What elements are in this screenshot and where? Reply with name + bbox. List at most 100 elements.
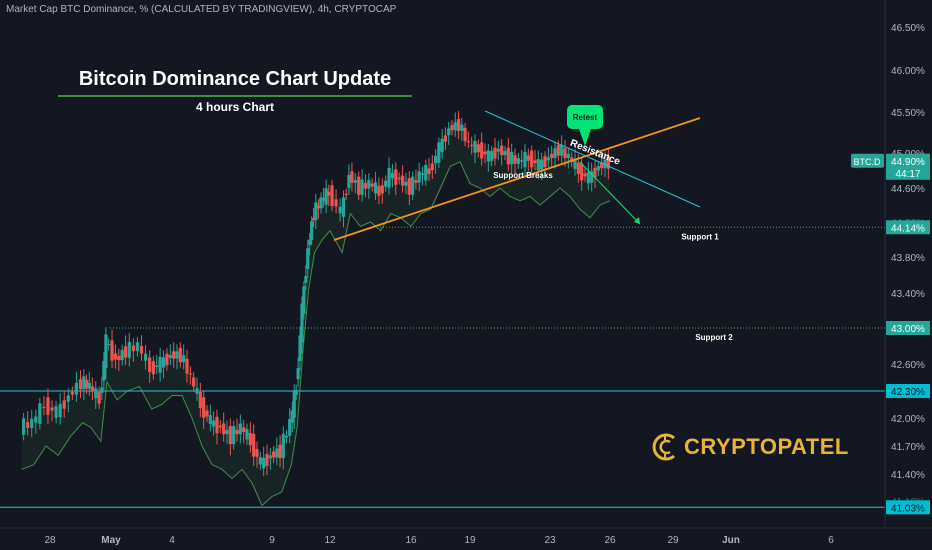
candle-body bbox=[450, 125, 454, 131]
candle-body bbox=[390, 172, 395, 179]
candle-body bbox=[453, 122, 457, 131]
x-tick-label: 6 bbox=[828, 535, 834, 546]
candle-body bbox=[573, 159, 577, 169]
candle-body bbox=[334, 199, 338, 207]
candle-body bbox=[407, 178, 411, 195]
x-tick-label: 23 bbox=[544, 535, 556, 546]
candle-body bbox=[316, 205, 320, 209]
candle-body bbox=[556, 145, 560, 156]
candle-body bbox=[397, 177, 401, 180]
candle-body bbox=[215, 416, 219, 434]
candle-body bbox=[107, 343, 111, 346]
candle-body bbox=[417, 171, 421, 183]
candle-body bbox=[158, 356, 162, 373]
candle-body bbox=[104, 334, 108, 369]
candle-body bbox=[350, 171, 354, 183]
y-tick-label: 41.40% bbox=[891, 470, 925, 481]
candle-body bbox=[155, 365, 159, 367]
x-tick-label: 9 bbox=[269, 535, 275, 546]
candle-body bbox=[530, 150, 534, 168]
candle-body bbox=[143, 353, 148, 361]
candle-body bbox=[268, 455, 272, 459]
candle-body bbox=[440, 138, 444, 153]
candle-body bbox=[546, 157, 550, 161]
retest-bubble-tail bbox=[579, 129, 591, 146]
candle-body bbox=[296, 368, 300, 380]
candle-body bbox=[46, 397, 50, 415]
candle-body bbox=[290, 410, 294, 423]
candle-body bbox=[304, 276, 308, 283]
candle-body bbox=[603, 159, 607, 169]
candle-body bbox=[123, 346, 128, 358]
projection-arrow-line bbox=[579, 161, 641, 225]
candle-body bbox=[606, 156, 610, 169]
candles bbox=[22, 110, 610, 476]
candle-body bbox=[593, 167, 597, 178]
candle-body bbox=[62, 400, 66, 409]
brand-logo: CRYPTOPATEL bbox=[650, 430, 849, 464]
candle-body bbox=[97, 391, 101, 404]
candle-body bbox=[66, 395, 70, 402]
candle-body bbox=[520, 160, 524, 162]
candle-body bbox=[54, 406, 58, 418]
time-axis[interactable]: 28 May 4 9 12 16 19 23 26 29 Jun 6 bbox=[44, 535, 834, 546]
candle-body bbox=[94, 388, 98, 399]
candle-body bbox=[580, 163, 584, 181]
level-axis-value: 44.14% bbox=[891, 223, 925, 234]
resistance-line bbox=[484, 110, 701, 208]
candle-body bbox=[543, 156, 547, 168]
candle-body bbox=[437, 142, 441, 163]
retest-label: Retest bbox=[573, 113, 598, 122]
candle-body bbox=[232, 426, 236, 445]
candle-body bbox=[272, 451, 276, 458]
retest-bubble bbox=[567, 105, 603, 129]
candle-body bbox=[540, 159, 544, 170]
y-tick-label: 46.50% bbox=[891, 23, 925, 34]
candle-body bbox=[202, 397, 206, 418]
candle-body bbox=[248, 432, 252, 446]
candle-body bbox=[480, 142, 484, 159]
candle-body bbox=[308, 240, 312, 245]
candle-body bbox=[490, 151, 494, 161]
candle-body bbox=[496, 148, 500, 152]
x-tick-label: May bbox=[101, 535, 121, 546]
support-level-label: Support 1 bbox=[681, 232, 719, 241]
candle-body bbox=[473, 140, 477, 153]
candle-body bbox=[284, 435, 289, 438]
candle-body bbox=[420, 173, 425, 175]
candle-body bbox=[300, 303, 304, 343]
x-tick-label: 29 bbox=[667, 535, 679, 546]
candle-body bbox=[516, 158, 520, 164]
price-badge bbox=[886, 153, 930, 180]
candle-body bbox=[344, 193, 348, 195]
candle-body bbox=[367, 180, 371, 189]
candle-body bbox=[110, 340, 114, 361]
x-tick-label: 26 bbox=[604, 535, 616, 546]
candle-body bbox=[26, 422, 30, 428]
candle-body bbox=[139, 346, 144, 354]
y-tick-label: 42.60% bbox=[891, 360, 925, 371]
candle-body bbox=[596, 166, 600, 171]
candle-body bbox=[30, 418, 34, 428]
candle-body bbox=[218, 425, 222, 428]
candle-body bbox=[192, 377, 196, 387]
candle-body bbox=[131, 345, 135, 352]
candle-body bbox=[430, 163, 434, 171]
candle-body bbox=[476, 144, 480, 153]
symbol-header: Market Cap BTC Dominance, % (CALCULATED … bbox=[6, 4, 397, 15]
candle-body bbox=[161, 357, 166, 368]
candle-body bbox=[486, 150, 490, 162]
candle-body bbox=[483, 151, 487, 155]
support-level-label: Support 2 bbox=[695, 333, 733, 342]
candle-body bbox=[292, 391, 296, 418]
candle-body bbox=[90, 386, 94, 391]
candle-body bbox=[275, 448, 279, 458]
y-tick-label: 42.00% bbox=[891, 414, 925, 425]
candle-body bbox=[360, 179, 364, 195]
candle-body bbox=[188, 373, 192, 375]
bitcoin-coin-icon bbox=[652, 433, 675, 461]
price-badge-value: 44.90% bbox=[891, 157, 925, 168]
candle-body bbox=[380, 185, 384, 194]
